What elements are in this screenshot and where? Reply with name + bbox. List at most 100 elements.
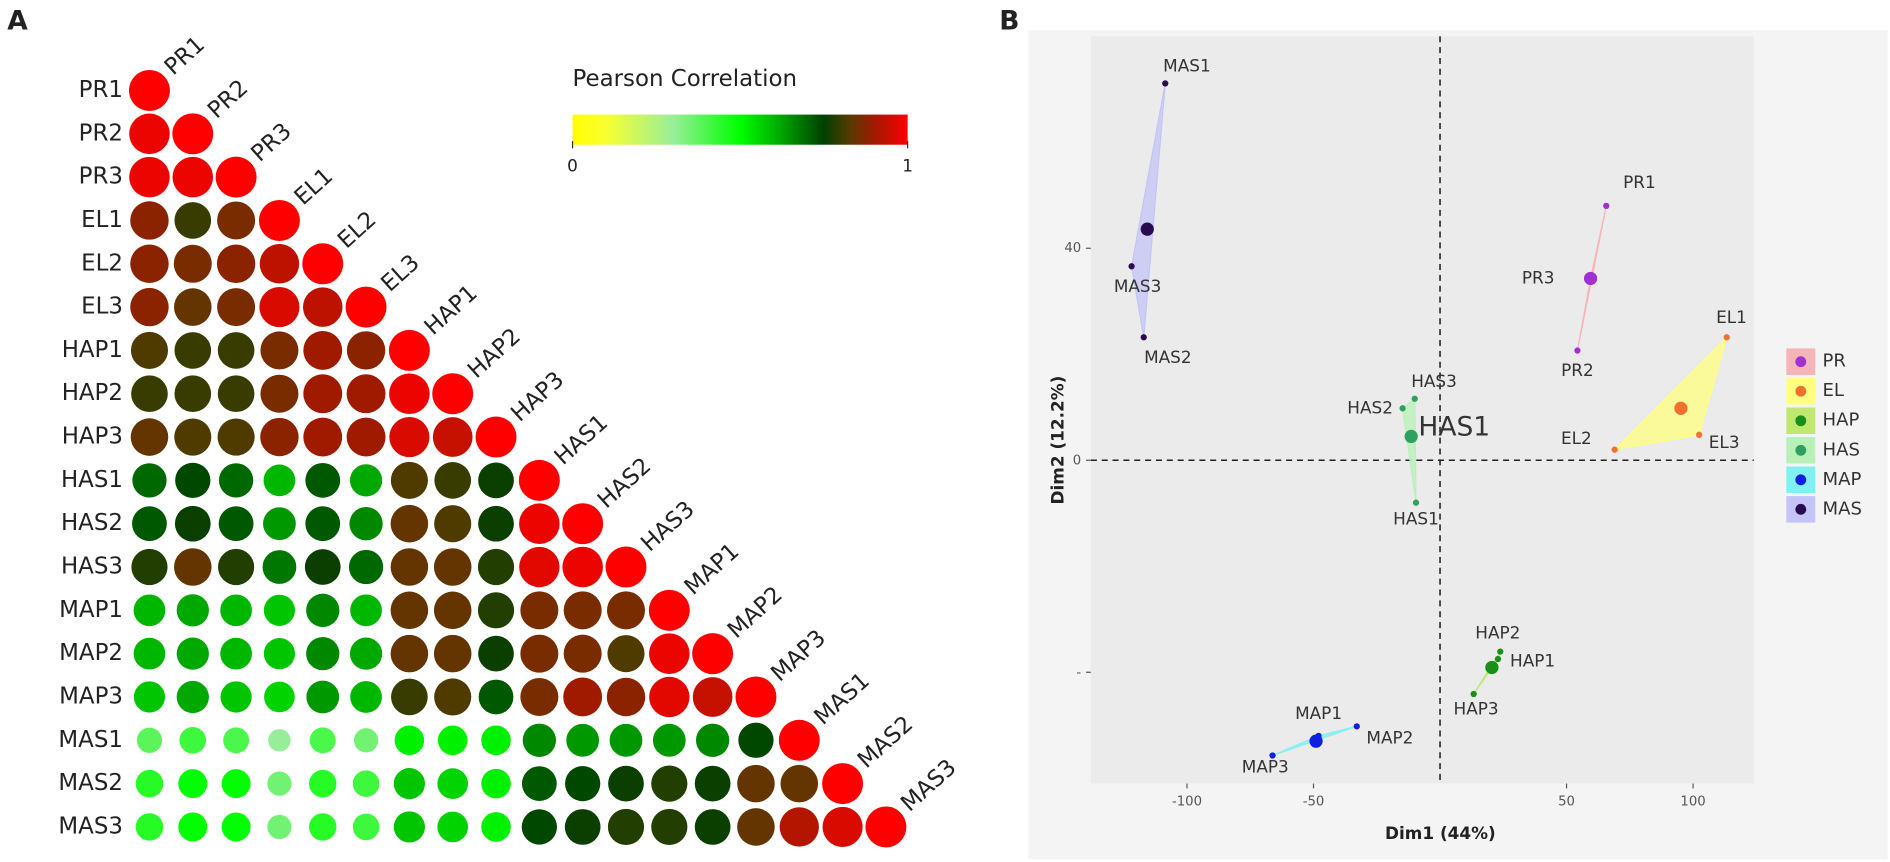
correlation-dot <box>478 505 514 542</box>
column-label: MAS2 <box>853 711 918 773</box>
correlation-dot <box>258 199 300 241</box>
correlation-dot <box>389 373 430 415</box>
correlation-dot <box>172 156 214 198</box>
correlation-dot <box>393 768 425 800</box>
correlation-dot <box>389 416 430 458</box>
legend-label: PR <box>1823 351 1847 372</box>
correlation-dot <box>390 504 429 543</box>
row-label: HAP3 <box>62 424 123 450</box>
correlation-dot <box>352 813 380 841</box>
panel-label: B <box>999 5 1019 36</box>
x-tick-label: 100 <box>1680 795 1705 810</box>
correlation-dot <box>738 722 774 758</box>
correlation-dot <box>350 594 382 627</box>
point <box>1611 446 1618 453</box>
correlation-dot <box>263 638 296 670</box>
correlation-dot <box>216 244 256 283</box>
correlation-dot <box>345 286 387 328</box>
correlation-dot <box>649 676 690 718</box>
column-label: HAP2 <box>463 323 526 383</box>
legend-dot <box>1795 503 1807 515</box>
row-label: EL3 <box>81 294 123 320</box>
point-label: PR2 <box>1561 360 1594 380</box>
correlation-dot <box>433 591 472 630</box>
correlation-dot <box>432 417 473 457</box>
correlation-dot <box>305 462 341 498</box>
correlation-dot <box>218 463 254 498</box>
correlation-dot <box>692 677 733 717</box>
correlation-dot <box>349 507 383 541</box>
legend-dot <box>1795 415 1807 427</box>
correlation-dot <box>481 725 511 756</box>
correlation-dot <box>174 418 212 456</box>
column-label: HAS2 <box>593 453 656 514</box>
column-label: PR2 <box>203 75 253 124</box>
correlation-dot <box>352 770 380 797</box>
correlation-dot <box>606 591 645 630</box>
row-label: MAS2 <box>58 770 123 796</box>
row-label: PR1 <box>79 77 123 103</box>
correlation-dot <box>434 678 472 716</box>
correlation-dot <box>519 546 560 588</box>
correlation-dot <box>649 633 690 674</box>
correlation-dot <box>267 771 292 796</box>
row-label: HAS3 <box>61 554 123 580</box>
correlation-dot <box>174 505 211 542</box>
correlation-dot <box>822 806 863 848</box>
hull <box>1473 651 1501 695</box>
column-label: PR3 <box>246 118 296 167</box>
column-label: MAS1 <box>810 668 875 730</box>
correlation-dot <box>309 769 337 798</box>
y-tick-label: 0 <box>1073 453 1081 468</box>
correlation-dot <box>175 462 211 498</box>
correlation-dot <box>609 723 643 757</box>
correlation-dot <box>133 681 166 713</box>
point <box>1128 263 1135 270</box>
column-label: MAP3 <box>766 625 831 687</box>
correlation-dot <box>390 591 429 630</box>
point <box>1696 431 1703 438</box>
correlation-dot <box>432 373 474 415</box>
centroid <box>1140 222 1154 236</box>
correlation-dot <box>131 375 168 413</box>
correlation-dot <box>608 765 644 802</box>
correlation-dot <box>176 680 209 714</box>
correlation-dot <box>565 765 601 802</box>
legend-label: MAP <box>1823 469 1862 490</box>
hull <box>1130 83 1166 338</box>
row-label: PR2 <box>79 120 123 146</box>
correlation-dot <box>606 677 646 717</box>
correlation-dot <box>263 594 296 626</box>
hull <box>1401 397 1417 503</box>
point <box>1412 499 1420 506</box>
correlation-dot <box>179 727 207 754</box>
point-label: EL1 <box>1716 307 1747 327</box>
point <box>1140 334 1147 341</box>
point-label: PR1 <box>1623 172 1656 192</box>
point-label: HAP2 <box>1475 623 1520 643</box>
correlation-dot <box>353 728 379 753</box>
column-label: HAP3 <box>506 367 569 427</box>
correlation-dot <box>477 592 515 629</box>
column-label: EL3 <box>376 250 424 297</box>
correlation-dot <box>174 375 212 413</box>
correlation-dot <box>348 549 384 585</box>
point-label: PR3 <box>1522 267 1555 287</box>
row-label: HAS1 <box>61 467 123 493</box>
column-label: HAS3 <box>636 496 699 557</box>
point-label: HAS1 <box>1393 509 1439 529</box>
correlation-dot <box>174 332 212 369</box>
point <box>1353 723 1360 730</box>
correlation-dot <box>217 288 256 327</box>
correlation-dot <box>481 812 511 842</box>
correlation-dot <box>176 637 209 670</box>
correlation-dot <box>218 506 254 542</box>
row-label: HAP2 <box>62 380 123 406</box>
correlation-dot <box>173 244 212 283</box>
correlation-dot <box>393 811 425 843</box>
correlation-dot <box>172 113 214 155</box>
correlation-dot <box>566 723 600 757</box>
correlation-dot <box>263 507 296 541</box>
correlation-dot <box>218 548 255 586</box>
correlation-dot <box>303 374 343 414</box>
